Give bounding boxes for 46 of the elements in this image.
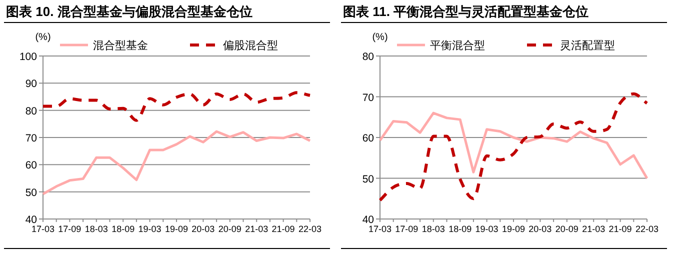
- chart-title: 图表 11. 平衡混合型与灵活配置型基金仓位: [343, 4, 589, 19]
- x-tick-label: 17-09: [395, 224, 418, 234]
- line-series: [378, 112, 648, 180]
- chart-title: 图表 10. 混合型基金与偏股混合型基金仓位: [6, 4, 252, 19]
- legend-label: 平衡混合型: [430, 39, 485, 52]
- legend-label: 偏股混合型: [223, 39, 278, 52]
- x-tick-label: 20-09: [218, 224, 242, 234]
- y-tick-label: 90: [25, 78, 38, 90]
- y-tick-label: 40: [25, 214, 38, 226]
- y-tick-label: 50: [25, 186, 38, 199]
- x-tick-label: 17-03: [31, 224, 55, 234]
- y-tick-label: 70: [25, 132, 38, 144]
- y-tick-label: 50: [362, 173, 374, 186]
- x-tick-label: 21-03: [245, 224, 268, 234]
- x-tick-label: 22-03: [298, 224, 322, 234]
- y-tick-label: 80: [25, 105, 38, 118]
- y-tick-label: 70: [362, 92, 374, 104]
- x-tick-label: 21-09: [608, 224, 632, 234]
- line-series: [378, 92, 648, 202]
- x-tick-label: 19-03: [475, 224, 498, 234]
- y-tick-label: 60: [362, 132, 374, 144]
- y-tick-label: 60: [25, 160, 38, 172]
- x-tick-label: 20-03: [528, 224, 552, 234]
- x-tick-label: 18-09: [448, 224, 472, 234]
- legend-label: 灵活配置型: [560, 40, 615, 52]
- x-tick-label: 17-09: [58, 224, 82, 234]
- y-tick-label: 80: [362, 51, 374, 63]
- x-tick-label: 21-09: [272, 224, 295, 234]
- x-tick-label: 19-09: [502, 224, 526, 234]
- x-tick-label: 19-03: [138, 224, 162, 234]
- legend-label: 混合型基金: [93, 39, 148, 52]
- x-tick-label: 20-09: [555, 224, 578, 234]
- x-tick-label: 19-09: [164, 224, 188, 234]
- x-tick-label: 17-03: [368, 224, 392, 234]
- x-tick-label: 21-03: [582, 224, 606, 234]
- y-axis-title: (%): [35, 32, 51, 43]
- x-tick-label: 18-03: [84, 224, 108, 234]
- x-tick-label: 20-03: [192, 224, 215, 234]
- y-tick-label: 100: [19, 51, 38, 63]
- x-tick-label: 18-09: [112, 224, 135, 234]
- x-tick-label: 22-03: [635, 224, 659, 234]
- line-series: [42, 130, 312, 196]
- line-series: [42, 91, 312, 122]
- x-tick-label: 18-03: [422, 224, 445, 234]
- y-axis-title: (%): [372, 32, 388, 43]
- y-tick-label: 40: [362, 214, 374, 226]
